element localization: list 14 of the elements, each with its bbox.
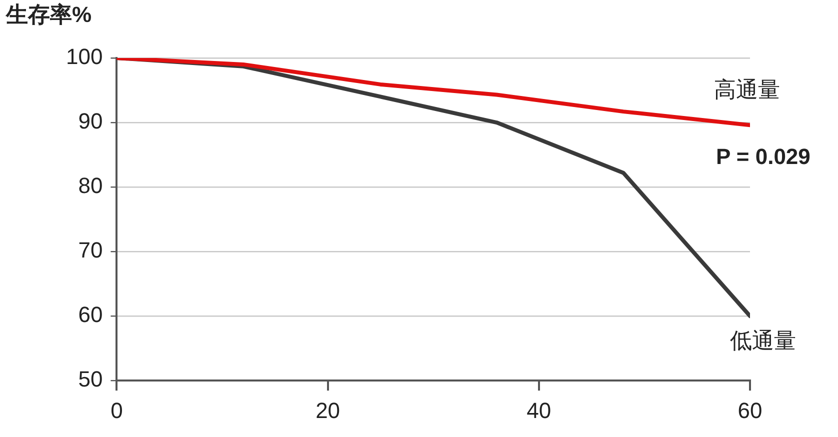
y-tick-label: 70 — [78, 238, 103, 263]
annotation: P = 0.029 — [716, 144, 810, 170]
x-tick-label: 60 — [738, 398, 762, 423]
x-tick-label: 40 — [526, 398, 552, 423]
series-label: 高通量 — [714, 77, 780, 102]
y-axis-title: 生存率% — [5, 2, 92, 28]
series-label: 低通量 — [730, 328, 796, 354]
y-tick-label: 50 — [78, 366, 103, 392]
y-tick-label: 90 — [78, 108, 103, 134]
y-tick-label: 100 — [66, 44, 103, 70]
x-tick-label: 20 — [316, 398, 340, 423]
x-tick-label: 0 — [110, 398, 123, 423]
y-tick-label: 60 — [78, 302, 103, 328]
y-tick-label: 80 — [78, 173, 103, 198]
